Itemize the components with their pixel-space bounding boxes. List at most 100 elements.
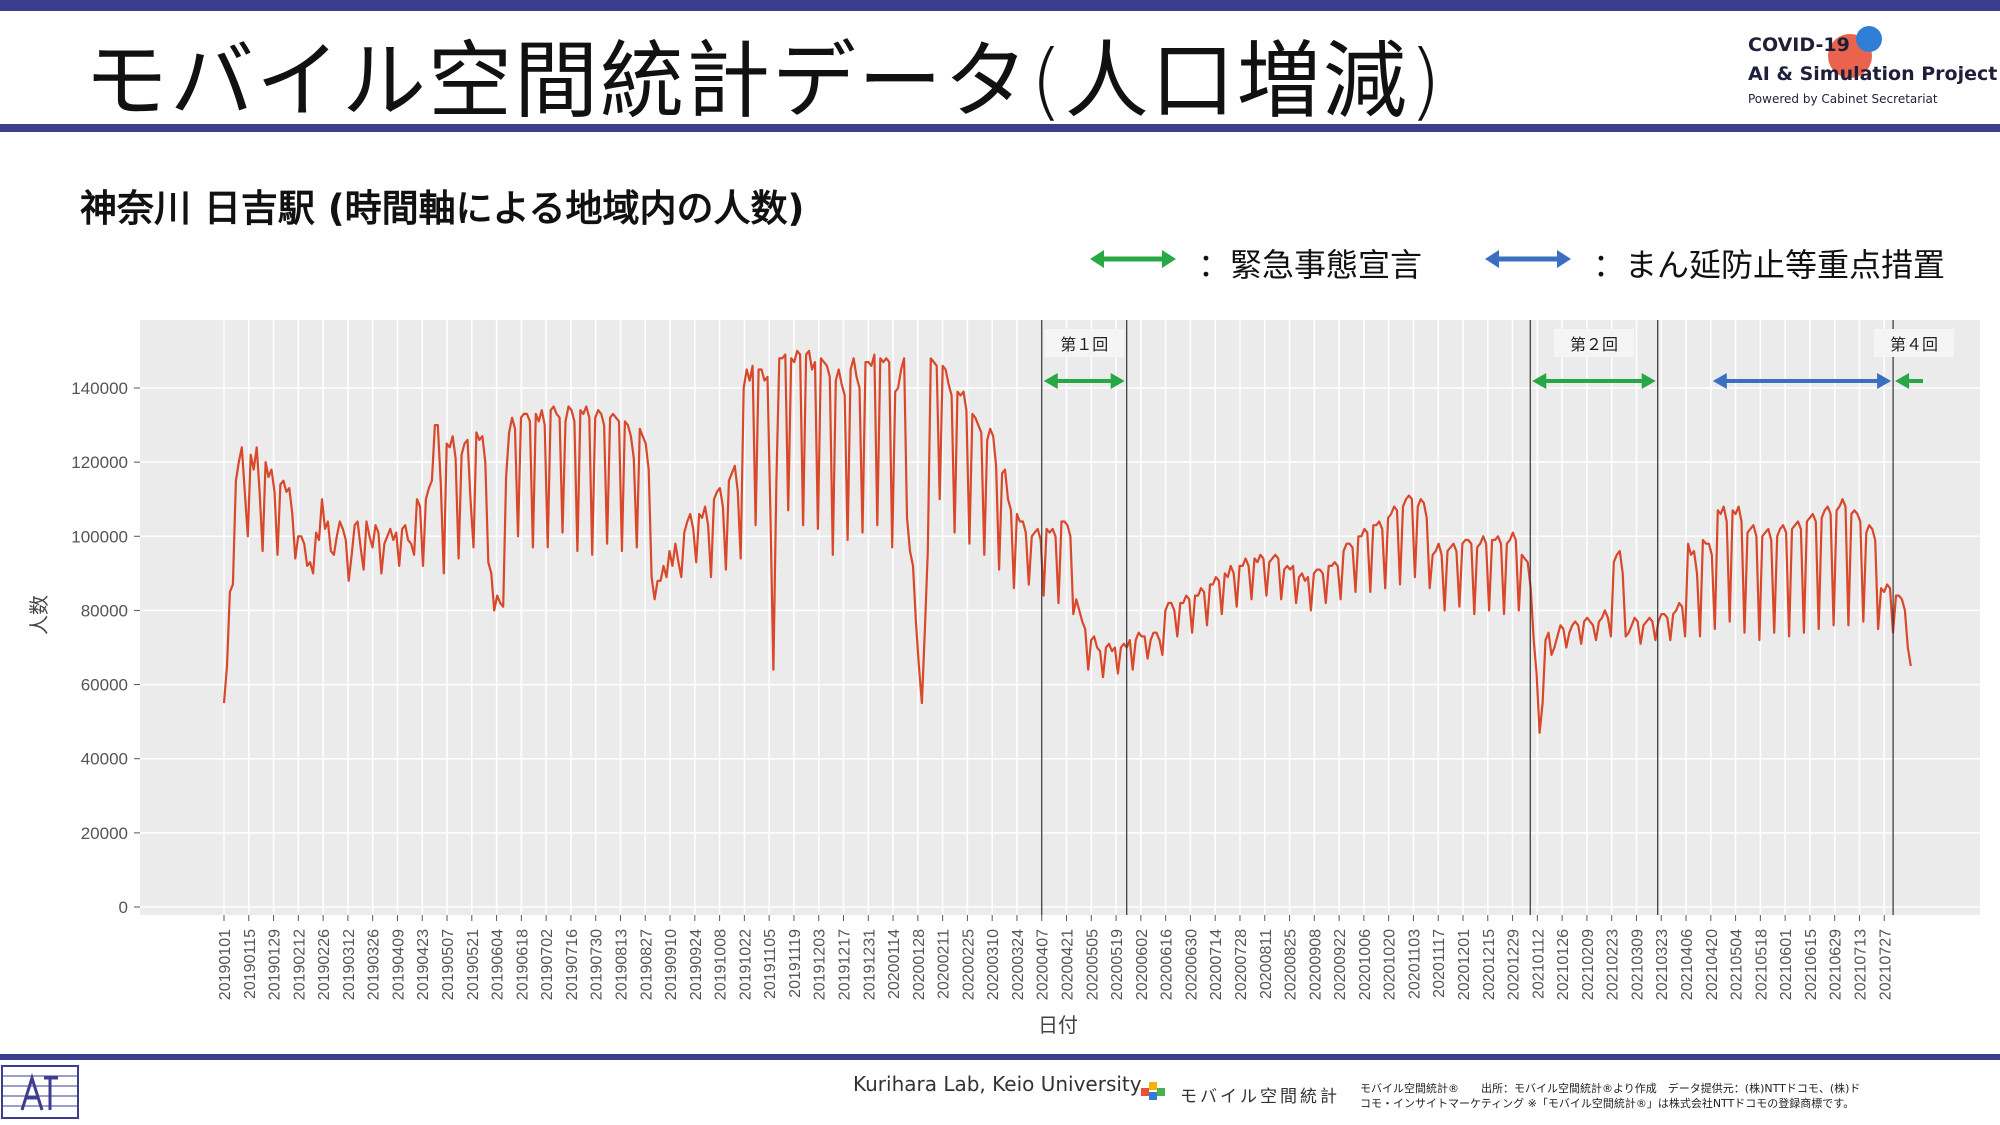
logo-line3: Powered by Cabinet Secretariat: [1748, 92, 1938, 106]
x-tick-label: 20200714: [1208, 929, 1225, 1000]
x-tick-label: 20210615: [1803, 929, 1820, 1000]
x-tick-label: 20210112: [1530, 929, 1547, 999]
y-tick-label: 120000: [71, 453, 128, 472]
x-tick-label: 20191119: [787, 929, 804, 998]
period-label: 第２回: [1570, 335, 1618, 354]
x-tick-label: 20191105: [762, 929, 779, 999]
footer-mobile-stats-logo: モバイル空間統計: [1180, 1087, 1340, 1107]
y-tick-label: 100000: [71, 527, 128, 546]
x-tick-label: 20200421: [1060, 929, 1077, 1000]
x-tick-label: 20210504: [1729, 929, 1746, 1000]
x-tick-label: 20201103: [1406, 929, 1423, 999]
x-tick-label: 20200407: [1035, 929, 1052, 1000]
chart-subtitle: 神奈川 日吉駅 (時間軸による地域内の人数): [80, 187, 805, 230]
mobile-stats-cube-icon: [1141, 1082, 1165, 1100]
x-tick-label: 20200324: [1010, 929, 1027, 1000]
plot-panel: [140, 320, 1980, 915]
x-tick-label: 20201229: [1506, 929, 1523, 1000]
x-tick-label: 20190924: [688, 929, 705, 1000]
footer-note-line2: コモ・インサイトマーケティング ※「モバイル空間統計®」は株式会社NTTドコモの…: [1360, 1097, 1855, 1110]
period-arrow-head-left: [1712, 373, 1727, 389]
x-tick-label: 20200128: [911, 929, 928, 1000]
period-arrow-head-left: [1895, 373, 1910, 389]
x-tick-label: 20200519: [1109, 929, 1126, 1000]
page-title: モバイル空間統計データ(人口増減): [84, 32, 1444, 130]
y-tick-label: 60000: [81, 676, 128, 695]
x-tick-label: 20200825: [1283, 929, 1300, 1000]
x-tick-label: 20190226: [316, 929, 333, 1000]
x-tick-label: 20190813: [613, 929, 630, 1000]
x-tick-label: 20190716: [564, 929, 581, 1000]
x-tick-label: 20200602: [1134, 929, 1151, 1000]
legend-emergency-label: ：緊急事態宣言: [1198, 246, 1423, 284]
x-tick-label: 20191022: [737, 929, 754, 1000]
x-tick-label: 20210126: [1555, 929, 1572, 1000]
x-tick-label: 20190101: [217, 929, 234, 1000]
x-tick-label: 20200728: [1233, 929, 1250, 1000]
top-accent-bar: [0, 0, 2000, 11]
x-tick-label: 20190312: [341, 929, 358, 1000]
y-tick-label: 40000: [81, 750, 128, 769]
x-tick-label: 20210727: [1877, 929, 1894, 1000]
legend-priority-measures: ：まん延防止等重点措置: [1483, 240, 1983, 284]
x-tick-label: 20200922: [1332, 929, 1349, 1000]
x-tick-label: 20201020: [1382, 929, 1399, 1000]
period-label: 第１回: [1060, 335, 1108, 354]
x-tick-label: 20210713: [1852, 929, 1869, 1000]
period-label-box: [1044, 329, 1125, 357]
x-tick-label: 20190423: [415, 929, 432, 1000]
footer-lab-credit: Kurihara Lab, Keio University: [853, 1072, 1142, 1096]
x-tick-label: 20210518: [1753, 929, 1770, 1000]
y-axis-title: 人数: [27, 595, 51, 635]
x-tick-label: 20190507: [440, 929, 457, 1000]
x-tick-label: 20190326: [366, 929, 383, 1000]
x-tick-label: 20210406: [1679, 929, 1696, 1000]
x-tick-label: 20190827: [638, 929, 655, 1000]
x-tick-label: 20200811: [1258, 929, 1275, 999]
legend-blue-arrow-icon: [1485, 250, 1571, 268]
x-tick-label: 20190521: [465, 929, 482, 1000]
x-tick-label: 20191203: [812, 929, 829, 1000]
x-tick-label: 20210209: [1580, 929, 1597, 1000]
x-tick-label: 20191217: [837, 929, 854, 1000]
period-arrow-head-right: [1110, 373, 1125, 389]
y-tick-label: 0: [119, 898, 128, 917]
x-tick-label: 20200225: [960, 929, 977, 1000]
x-tick-label: 20190212: [291, 929, 308, 1000]
covid19-project-logo: COVID-19 AI & Simulation Project Powered…: [1748, 26, 1997, 120]
keio-lab-logo-icon: [1, 1065, 79, 1119]
x-tick-label: 20190409: [390, 929, 407, 1000]
x-tick-label: 20210323: [1654, 929, 1671, 1000]
footer-source-note: モバイル空間統計® 出所：モバイル空間統計®より作成 データ提供元：(株)NTT…: [1360, 1081, 2000, 1111]
logo-line2: AI & Simulation Project: [1748, 63, 1998, 85]
logo-blue-circle: [1856, 26, 1882, 52]
x-tick-label: 20200114: [886, 929, 903, 999]
legend-green-arrow-icon: [1090, 250, 1176, 268]
y-tick-label: 80000: [81, 601, 128, 620]
x-tick-label: 20190910: [663, 929, 680, 1000]
x-axis-title: 日付: [1038, 1013, 1078, 1037]
x-tick-label: 20200908: [1307, 929, 1324, 1000]
period-label-box: [1874, 329, 1955, 357]
x-tick-label: 20200310: [985, 929, 1002, 1000]
x-tick-label: 20200630: [1183, 929, 1200, 1000]
x-tick-label: 20190129: [267, 929, 284, 1000]
x-tick-label: 20190702: [539, 929, 556, 1000]
x-tick-label: 20210629: [1828, 929, 1845, 1000]
x-tick-label: 20190618: [514, 929, 531, 1000]
period-arrow-head-right: [1877, 373, 1892, 389]
y-tick-label: 140000: [71, 379, 128, 398]
footer-note-line1: モバイル空間統計® 出所：モバイル空間統計®より作成 データ提供元：(株)NTT…: [1360, 1082, 1861, 1095]
x-tick-label: 20190730: [589, 929, 606, 1000]
x-tick-label: 20200211: [936, 929, 953, 999]
x-tick-label: 20190115: [242, 929, 259, 999]
x-tick-label: 20200505: [1084, 929, 1101, 1000]
x-tick-label: 20200616: [1159, 929, 1176, 1000]
header-divider: [0, 124, 2000, 132]
x-tick-label: 20201215: [1481, 929, 1498, 1000]
x-tick-label: 20210223: [1605, 929, 1622, 1000]
footer-divider: [0, 1054, 2000, 1060]
population-line-chart: 0 20000 40000 60000 80000 100000 120000 140000 2…: [27, 320, 1980, 1037]
x-tick-label: 20191008: [713, 929, 730, 1000]
period-arrow-head-left: [1532, 373, 1547, 389]
